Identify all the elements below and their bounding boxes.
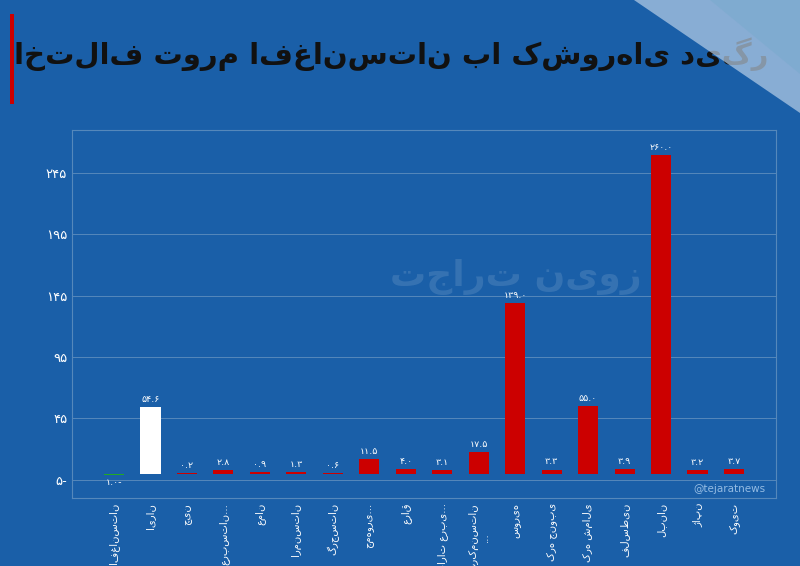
Bar bbox=[104, 474, 124, 475]
Text: تجارت نیوز: تجارت نیوز bbox=[390, 259, 642, 295]
Bar bbox=[10, 14, 14, 104]
Bar bbox=[505, 303, 525, 474]
Bar bbox=[214, 470, 234, 474]
Bar bbox=[651, 155, 671, 474]
Bar bbox=[323, 473, 343, 474]
Text: ۱۱.۵: ۱۱.۵ bbox=[360, 447, 378, 456]
Bar bbox=[724, 469, 744, 474]
Text: ۳.۹: ۳.۹ bbox=[618, 457, 631, 466]
Text: ۱.۰-: ۱.۰- bbox=[106, 478, 122, 487]
Text: ۳.۱: ۳.۱ bbox=[436, 458, 449, 467]
Polygon shape bbox=[634, 0, 800, 113]
Text: ۵۵.۰: ۵۵.۰ bbox=[579, 394, 598, 403]
Bar bbox=[542, 470, 562, 474]
Text: ۳.۷: ۳.۷ bbox=[727, 457, 741, 466]
Bar bbox=[359, 460, 379, 474]
Bar bbox=[250, 473, 270, 474]
Text: ۲.۸: ۲.۸ bbox=[217, 458, 230, 467]
Bar bbox=[469, 452, 489, 474]
Bar bbox=[286, 472, 306, 474]
Text: ۳.۳: ۳.۳ bbox=[545, 457, 558, 466]
Text: ۵۴.۶: ۵۴.۶ bbox=[142, 395, 160, 404]
Bar bbox=[687, 470, 707, 474]
Bar bbox=[432, 470, 452, 474]
Text: ۱۳۹.۰: ۱۳۹.۰ bbox=[503, 291, 527, 300]
Text: ۰.۲: ۰.۲ bbox=[181, 461, 194, 470]
Text: ۱۷.۵: ۱۷.۵ bbox=[470, 440, 488, 449]
Text: ۲۶۰.۰: ۲۶۰.۰ bbox=[650, 143, 673, 152]
Text: ۴.۰: ۴.۰ bbox=[399, 457, 412, 466]
Text: اختلاف تورم افغانستان با کشورهای دیگر: اختلاف تورم افغانستان با کشورهای دیگر bbox=[14, 37, 768, 71]
Text: ۰.۶: ۰.۶ bbox=[326, 461, 339, 470]
Text: @tejaratnews: @tejaratnews bbox=[694, 484, 766, 495]
Text: ۰.۹: ۰.۹ bbox=[254, 460, 266, 469]
Text: ۳.۲: ۳.۲ bbox=[691, 457, 704, 466]
Bar bbox=[578, 406, 598, 474]
Bar bbox=[396, 469, 416, 474]
Polygon shape bbox=[710, 0, 800, 74]
Bar bbox=[141, 406, 161, 474]
Bar bbox=[614, 469, 634, 474]
Text: ۱.۳: ۱.۳ bbox=[290, 460, 303, 469]
